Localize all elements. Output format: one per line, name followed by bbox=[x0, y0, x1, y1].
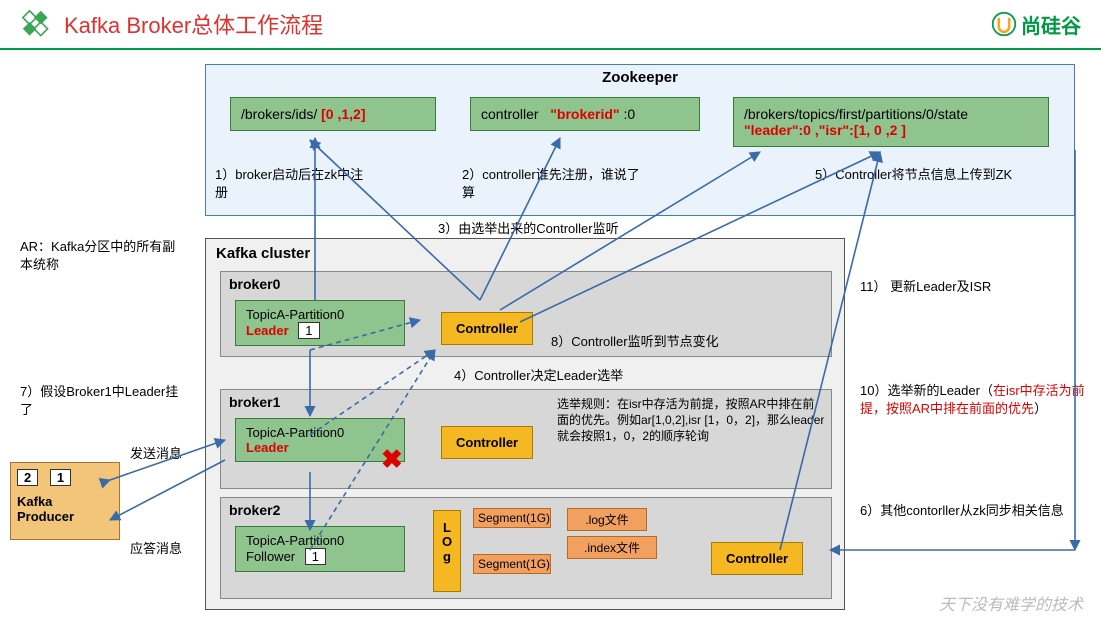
brand-text: 尚硅谷 bbox=[1021, 10, 1081, 39]
zk-node-state: /brokers/topics/first/partitions/0/state… bbox=[733, 97, 1049, 147]
broker0-topic: TopicA-Partition0 Leader 1 bbox=[235, 300, 405, 346]
log-box: LOg bbox=[433, 510, 461, 592]
watermark: 天下没有难学的技术 bbox=[939, 591, 1083, 615]
zookeeper-title: Zookeeper bbox=[206, 65, 1074, 90]
log-file: .log文件 bbox=[567, 508, 647, 531]
brand: 尚硅谷 bbox=[991, 10, 1081, 39]
cluster-title: Kafka cluster bbox=[206, 239, 844, 268]
step-5: 5）Controller将节点信息上传到ZK bbox=[815, 166, 1015, 184]
broker1-controller: Controller bbox=[441, 426, 533, 459]
kafka-producer-box: 2 1 Kafka Producer bbox=[10, 462, 120, 540]
brand-icon bbox=[991, 11, 1017, 37]
step-7: 7）假设Broker1中Leader挂了 bbox=[20, 383, 180, 418]
page-title: Kafka Broker总体工作流程 bbox=[64, 8, 323, 40]
broker1-box: broker1 TopicA-Partition0 Leader ✖ Contr… bbox=[220, 389, 832, 489]
broker0-title: broker0 bbox=[221, 272, 831, 296]
diagram-canvas: Zookeeper /brokers/ids/ [0 ,1,2] control… bbox=[0, 50, 1101, 621]
cross-icon: ✖ bbox=[381, 444, 403, 475]
broker2-box: broker2 TopicA-Partition0 Follower 1 LOg… bbox=[220, 497, 832, 599]
step-1: 1）broker启动后在zk中注册 bbox=[215, 166, 365, 201]
election-rule: 选举规则：在isr中存活为前提，按照AR中排在前面的优先。例如ar[1,0,2]… bbox=[557, 396, 825, 445]
step-10: 10）选举新的Leader（在isr中存活为前提，按照AR中排在前面的优先） bbox=[860, 382, 1090, 417]
step-4: 4）Controller决定Leader选举 bbox=[454, 367, 714, 385]
ack-label: 应答消息 bbox=[130, 540, 182, 558]
producer-label: Kafka Producer bbox=[17, 494, 113, 524]
send-label: 发送消息 bbox=[130, 445, 182, 463]
broker2-topic: TopicA-Partition0 Follower 1 bbox=[235, 526, 405, 572]
broker2-controller: Controller bbox=[711, 542, 803, 575]
broker0-controller: Controller bbox=[441, 312, 533, 345]
logo-icon bbox=[20, 8, 52, 40]
ar-note: AR：Kafka分区中的所有副本统称 bbox=[20, 238, 180, 273]
broker1-topic: TopicA-Partition0 Leader bbox=[235, 418, 405, 462]
kafka-cluster-box: Kafka cluster broker0 TopicA-Partition0 … bbox=[205, 238, 845, 610]
zk-node-ids: /brokers/ids/ [0 ,1,2] bbox=[230, 97, 436, 131]
step-6: 6）其他contorller从zk同步相关信息 bbox=[860, 502, 1070, 520]
segment-1: Segment(1G) bbox=[473, 508, 551, 528]
zk-node-controller: controller "brokerid" :0 bbox=[470, 97, 700, 131]
step-2: 2）controller谁先注册，谁说了算 bbox=[462, 166, 642, 201]
step-11: 11） 更新Leader及ISR bbox=[860, 278, 1060, 296]
step-8: 8）Controller监听到节点变化 bbox=[551, 333, 811, 351]
index-file: .index文件 bbox=[567, 536, 657, 559]
segment-2: Segment(1G) bbox=[473, 554, 551, 574]
header: Kafka Broker总体工作流程 尚硅谷 bbox=[0, 0, 1101, 50]
